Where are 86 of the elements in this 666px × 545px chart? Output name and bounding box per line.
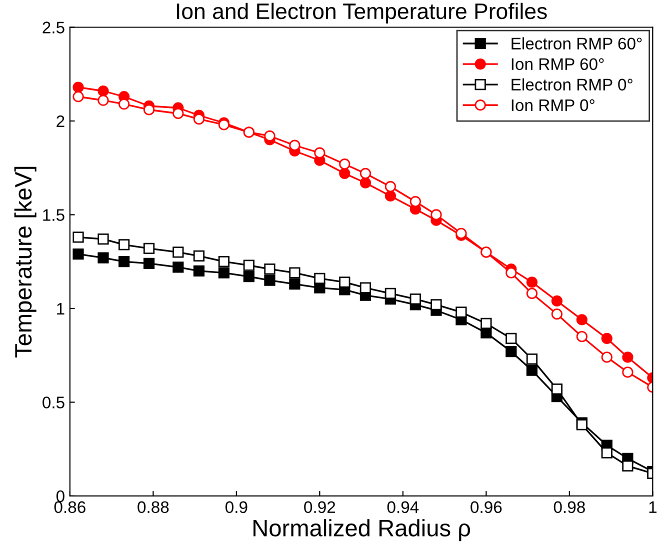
x-axis-title: Normalized Radius ρ bbox=[254, 519, 470, 542]
point bbox=[576, 314, 588, 326]
point bbox=[314, 272, 326, 284]
point bbox=[314, 147, 326, 158]
point bbox=[384, 288, 396, 300]
point bbox=[98, 85, 109, 97]
point bbox=[193, 265, 205, 277]
y-tick-label: 1.5 bbox=[43, 209, 64, 221]
point bbox=[264, 264, 276, 275]
y-tick-label: 1 bbox=[57, 303, 64, 315]
point bbox=[339, 168, 350, 180]
x-tick-label: 0.92 bbox=[304, 501, 336, 514]
point bbox=[172, 108, 184, 120]
point bbox=[526, 288, 538, 300]
point bbox=[98, 94, 109, 106]
point bbox=[243, 260, 254, 271]
point bbox=[601, 447, 612, 458]
point bbox=[72, 91, 84, 102]
point bbox=[289, 278, 300, 290]
point bbox=[289, 140, 300, 151]
point bbox=[72, 232, 84, 243]
point bbox=[98, 234, 109, 245]
point bbox=[360, 282, 372, 294]
chart-title: Ion and Electron Temperature Profiles bbox=[177, 2, 547, 24]
point bbox=[339, 276, 350, 288]
x-tick-label: 0.94 bbox=[387, 501, 419, 514]
point bbox=[360, 177, 372, 188]
point bbox=[622, 352, 634, 363]
x-tick-label: 0.86 bbox=[54, 501, 86, 514]
point bbox=[72, 82, 84, 93]
point bbox=[143, 258, 155, 270]
point bbox=[601, 332, 612, 344]
point bbox=[143, 104, 155, 116]
point bbox=[430, 299, 442, 310]
legend-label: Electron RMP 0° bbox=[512, 78, 632, 91]
point bbox=[384, 181, 396, 192]
point bbox=[506, 332, 517, 344]
point bbox=[622, 460, 634, 472]
x-tick-label: 0.98 bbox=[554, 501, 585, 514]
x-tick-label: 0.96 bbox=[470, 501, 502, 514]
x-tick-label: 1 bbox=[649, 501, 656, 513]
point bbox=[118, 98, 130, 110]
point bbox=[193, 114, 205, 125]
y-tick-label: 0.5 bbox=[42, 396, 64, 408]
x-tick-label: 0.88 bbox=[138, 501, 169, 514]
point bbox=[480, 318, 492, 330]
point bbox=[551, 384, 562, 395]
point bbox=[384, 190, 396, 202]
point bbox=[264, 274, 276, 286]
point bbox=[339, 158, 350, 170]
y-tick-label: 2 bbox=[56, 115, 64, 128]
y-tick-label: 0 bbox=[56, 490, 64, 502]
point bbox=[526, 276, 538, 288]
point bbox=[506, 267, 517, 278]
point bbox=[526, 364, 538, 376]
x-tick-label: 0.9 bbox=[226, 501, 248, 514]
point bbox=[410, 196, 421, 208]
point bbox=[576, 331, 588, 342]
point bbox=[172, 246, 184, 258]
y-axis-title: Temperature [keV] bbox=[14, 166, 36, 358]
point bbox=[118, 239, 130, 250]
point bbox=[172, 262, 184, 273]
point bbox=[289, 267, 300, 278]
legend-label: Ion RMP 0° bbox=[512, 99, 594, 112]
point bbox=[72, 248, 84, 260]
point bbox=[264, 130, 276, 142]
legend-label: Ion RMP 60° bbox=[512, 58, 604, 70]
point bbox=[410, 294, 421, 305]
point bbox=[218, 267, 230, 278]
point bbox=[506, 346, 517, 358]
point bbox=[243, 271, 254, 282]
point bbox=[526, 354, 538, 365]
point bbox=[430, 209, 442, 220]
point bbox=[622, 366, 634, 378]
y-tick-label: 2.5 bbox=[42, 22, 64, 34]
point bbox=[143, 242, 155, 254]
legend-label: Electron RMP 60° bbox=[512, 37, 642, 50]
point bbox=[118, 256, 130, 268]
point bbox=[98, 252, 109, 264]
point bbox=[360, 168, 372, 180]
point bbox=[551, 295, 562, 307]
point bbox=[456, 306, 467, 318]
point bbox=[218, 256, 230, 268]
point bbox=[601, 352, 612, 363]
point bbox=[551, 308, 562, 320]
point bbox=[193, 250, 205, 262]
